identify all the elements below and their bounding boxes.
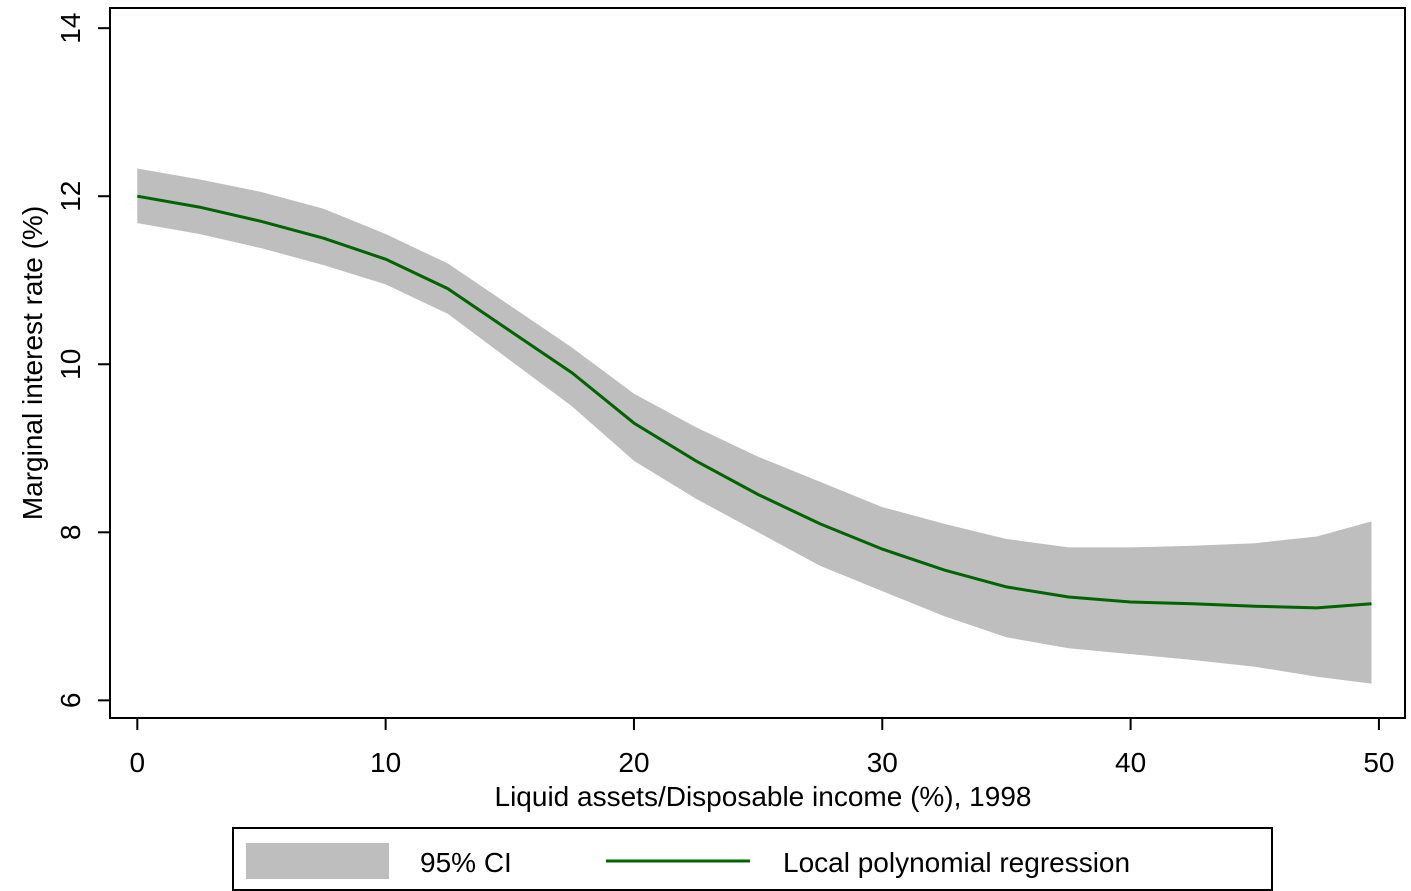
legend-box [232, 827, 1273, 891]
y-tick-label: 12 [55, 181, 86, 212]
y-tick-label: 8 [55, 525, 86, 541]
x-tick-label: 10 [370, 747, 401, 778]
ci-band [137, 168, 1372, 684]
y-tick-label: 6 [55, 693, 86, 709]
legend-swatch [246, 843, 389, 879]
regression-line [137, 194, 1372, 610]
y-tick-label: 10 [55, 349, 86, 380]
x-tick-label: 0 [130, 747, 146, 778]
y-tick-label: 14 [55, 13, 86, 44]
legend: 95% CI Local polynomial regression [232, 827, 1273, 891]
x-tick-label: 50 [1363, 747, 1394, 778]
legend-label: Local polynomial regression [783, 847, 1130, 878]
legend-label: 95% CI [420, 847, 512, 878]
x-tick-label: 30 [867, 747, 898, 778]
plot-frame [109, 7, 1406, 719]
x-tick-label: 20 [618, 747, 649, 778]
y-axis-title: Marginal interest rate (%) [17, 206, 48, 520]
x-axis-title: Liquid assets/Disposable income (%), 199… [495, 781, 1032, 812]
x-tick-label: 40 [1115, 747, 1146, 778]
